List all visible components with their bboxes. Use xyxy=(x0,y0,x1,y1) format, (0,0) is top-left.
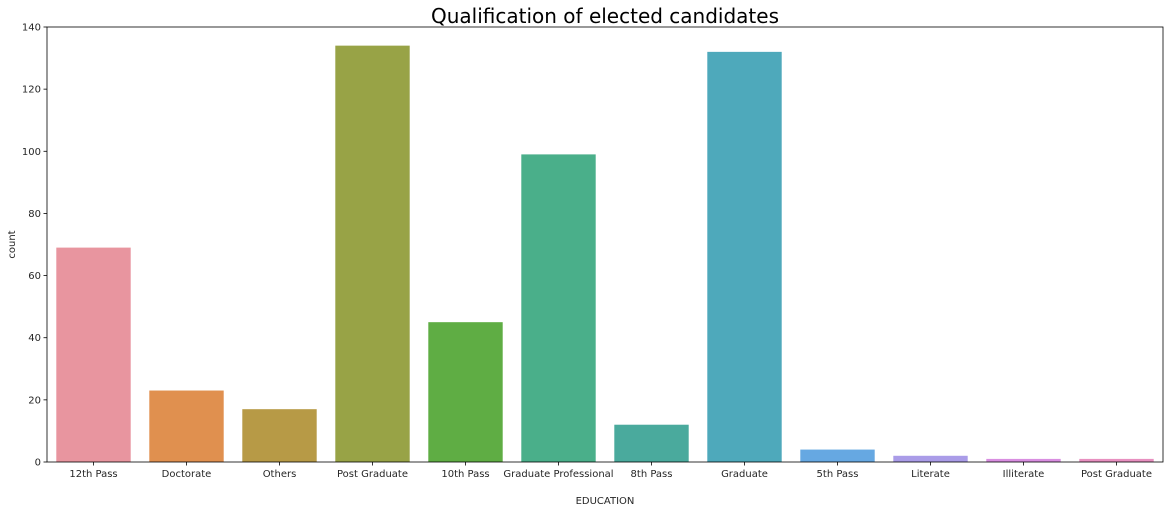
x-tick-label: Doctorate xyxy=(162,469,212,480)
x-axis-label: EDUCATION xyxy=(576,496,635,507)
x-tick-label: Literate xyxy=(911,469,950,480)
bar-2 xyxy=(149,390,224,462)
bar-12 xyxy=(1079,458,1154,462)
y-tick-label: 20 xyxy=(28,395,41,406)
bar-3 xyxy=(242,409,317,462)
chart-title: Qualification of elected candidates xyxy=(431,4,779,28)
y-tick-label: 120 xyxy=(22,85,41,96)
x-axis: 12th Pass Doctorate Others Post Graduate 10t… xyxy=(69,462,1152,480)
y-axis-label: count xyxy=(7,230,18,258)
bar-5 xyxy=(428,322,503,462)
x-tick-label: 8th Pass xyxy=(631,469,673,480)
x-tick-label: Illiterate xyxy=(1003,469,1045,480)
bar-7 xyxy=(614,424,689,462)
x-tick-label: Graduate xyxy=(721,469,768,480)
y-tick-label: 100 xyxy=(22,147,41,158)
bar-6 xyxy=(521,154,596,462)
x-tick-label: 5th Pass xyxy=(817,469,859,480)
y-tick-label: 0 xyxy=(35,458,41,469)
x-tick-label: Graduate Professional xyxy=(503,469,613,480)
y-tick-label: 40 xyxy=(28,333,41,344)
y-tick-label: 60 xyxy=(28,271,41,282)
bar-8 xyxy=(707,51,782,462)
x-tick-label: Others xyxy=(263,469,297,480)
bar-10 xyxy=(893,455,968,462)
x-tick-label: 10th Pass xyxy=(441,469,489,480)
x-tick-label: Post Graduate xyxy=(337,469,408,480)
y-axis: 0 20 40 60 80 100 120 140 xyxy=(22,23,47,469)
y-tick-label: 140 xyxy=(22,23,41,34)
x-tick-label: Post Graduate xyxy=(1081,469,1152,480)
bar-4 xyxy=(335,45,410,463)
bar-9 xyxy=(800,449,875,462)
x-tick-label: 12th Pass xyxy=(69,469,117,480)
bar-1 xyxy=(56,247,131,462)
bar-11 xyxy=(986,458,1061,462)
plot-frame xyxy=(46,26,1164,463)
y-tick-label: 80 xyxy=(28,209,41,220)
bars-group xyxy=(56,45,1154,463)
